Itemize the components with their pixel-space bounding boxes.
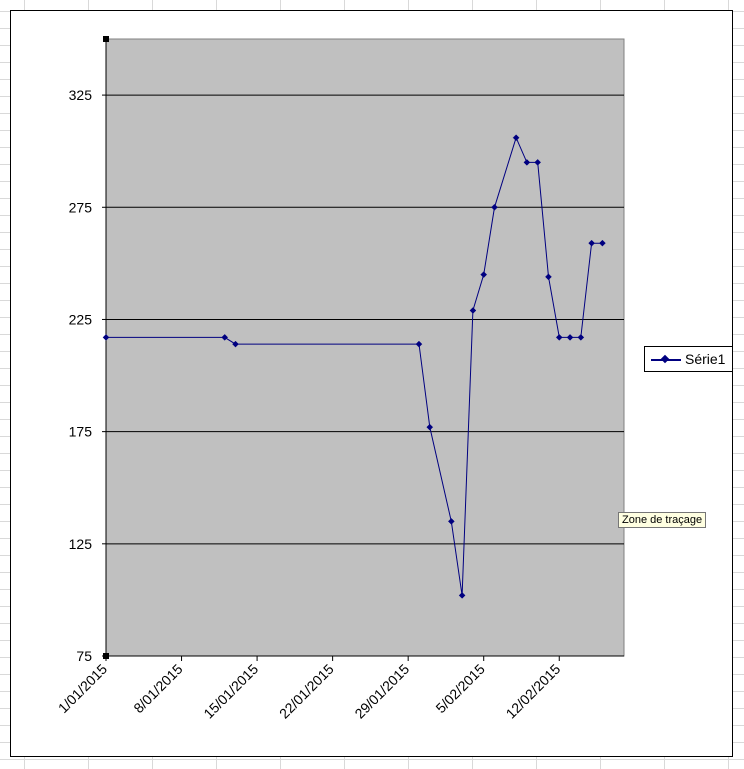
data-point-0-7 <box>469 307 477 314</box>
data-point-0-0 <box>102 334 110 341</box>
data-point-0-13 <box>545 273 552 281</box>
data-point-0-3 <box>415 340 423 348</box>
data-point-0-6 <box>458 592 466 599</box>
data-point-0-2 <box>232 340 239 348</box>
data-point-0-12 <box>534 159 542 166</box>
data-point-0-4 <box>426 423 434 431</box>
x-tick-label-5: 5/02/2015 <box>432 661 488 717</box>
plot-area-tooltip: Zone de traçage <box>618 512 707 528</box>
y-tick-label-275: 275 <box>69 199 93 215</box>
legend-marker-icon <box>660 354 670 364</box>
x-tick-label-2: 15/01/2015 <box>200 661 261 722</box>
y-tick-label-325: 325 <box>69 87 93 103</box>
data-point-0-8 <box>480 271 488 278</box>
data-point-0-1 <box>221 334 229 341</box>
legend-label: Série1 <box>685 351 726 367</box>
y-tick-label-125: 125 <box>69 536 93 552</box>
data-point-0-15 <box>566 334 574 341</box>
data-point-0-18 <box>599 239 606 247</box>
selection-handle-bottom-left <box>103 653 109 659</box>
legend[interactable]: Série1 <box>644 346 733 372</box>
data-point-0-16 <box>577 334 585 341</box>
chart-area[interactable]: 75 125 175 225 275 325 1/01/2015 8/01/2015 15/01… <box>10 10 733 757</box>
x-tick-label-4: 29/01/2015 <box>351 661 412 722</box>
data-point-0-17 <box>588 239 595 247</box>
data-point-0-9 <box>491 203 498 211</box>
plot-area[interactable] <box>105 38 625 657</box>
data-point-0-10 <box>512 134 520 142</box>
selection-handle-top-left <box>103 36 109 42</box>
x-tick-label-6: 12/02/2015 <box>503 661 564 722</box>
y-tick-label-175: 175 <box>69 424 93 440</box>
y-tick-label-75: 75 <box>76 648 92 664</box>
x-tick-label-0: 1/01/2015 <box>55 661 111 717</box>
data-point-0-14 <box>555 334 563 341</box>
x-tick-label-3: 22/01/2015 <box>276 661 337 722</box>
chart-svg[interactable]: 75 125 175 225 275 325 1/01/2015 8/01/2015 15/01… <box>11 11 734 758</box>
x-tick-label-1: 8/01/2015 <box>130 661 186 717</box>
data-point-0-11 <box>523 159 531 166</box>
y-tick-label-225: 225 <box>69 311 93 327</box>
data-point-0-5 <box>447 518 455 525</box>
